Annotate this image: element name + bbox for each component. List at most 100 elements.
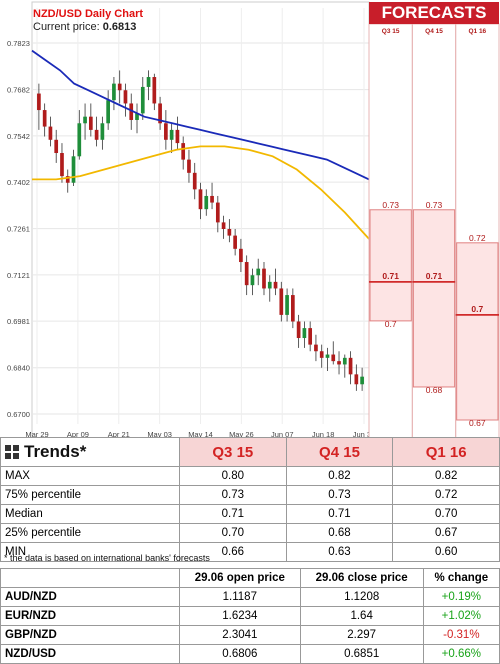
candle-body — [37, 93, 41, 111]
trends-col-q4: Q4 15 — [285, 437, 394, 467]
candle-body — [319, 351, 324, 358]
trends-cell: 0.70 — [179, 523, 287, 543]
forecast-range — [369, 209, 412, 322]
forecast-range — [412, 209, 456, 388]
candle-body — [204, 195, 209, 210]
price-cell-close: 2.297 — [299, 625, 424, 645]
price-chart: 0.7823 0.7682 0.7542 0.7402 0.7261 0.7121 0.69… — [7, 1, 500, 439]
x-tick-label: Jun 30 — [353, 430, 376, 439]
candle-body — [158, 103, 162, 124]
x-tick-label: May 03 — [147, 430, 172, 439]
y-tick-label: 0.6700 — [7, 410, 30, 419]
price-cell-pair: EUR/NZD — [0, 606, 180, 626]
trends-row-label: 25% percentile — [0, 523, 180, 543]
candle-body — [354, 374, 359, 385]
candle-body — [60, 153, 64, 177]
forecast-value-high: 0.73 — [426, 200, 443, 210]
forecast-value-high: 0.72 — [469, 233, 486, 243]
trends-cell: 0.68 — [285, 523, 394, 543]
trends-row: 75% percentile 0.73 0.73 0.72 — [0, 485, 500, 505]
trends-note: * the data is based on international ban… — [4, 553, 210, 563]
candle-body — [152, 77, 157, 104]
candle-body — [262, 268, 266, 289]
trends-row-label: MIN — [0, 542, 180, 562]
candle-body — [54, 139, 59, 154]
current-price: Current price: 0.6813 — [33, 21, 136, 33]
candle-body — [123, 90, 128, 104]
candle-body — [175, 129, 180, 144]
y-tick-label: 0.7823 — [7, 39, 30, 48]
price-row: GBP/NZD 2.3041 2.297 -0.31% — [0, 625, 500, 645]
x-tick-label: Mar 29 — [25, 430, 48, 439]
candle-body — [250, 275, 255, 286]
trends-title: Trends* — [0, 437, 180, 467]
forecast-value-mid: 0.71 — [382, 271, 399, 281]
price-cell-open: 2.3041 — [179, 625, 301, 645]
trends-cell: 0.71 — [285, 504, 394, 524]
trends-col-q3: Q3 15 — [179, 437, 287, 467]
candle-body — [135, 113, 139, 120]
x-tick-label: Jun 07 — [271, 430, 294, 439]
forecast-col-label: Q4 15 — [425, 28, 443, 35]
price-row: AUD/NZD 1.1187 1.1208 +0.19% — [0, 587, 500, 607]
price-cell-open: 1.1187 — [179, 587, 301, 607]
price-cell-close: 1.1208 — [299, 587, 424, 607]
trends-row: Median 0.71 0.71 0.70 — [0, 504, 500, 524]
x-tick-label: Apr 21 — [108, 430, 130, 439]
price-row: EUR/NZD 1.6234 1.64 +1.02% — [0, 606, 500, 626]
candle-body — [164, 123, 168, 140]
candle-body — [71, 156, 76, 183]
price-cell-change: +0.19% — [422, 587, 500, 607]
candle-body — [88, 116, 93, 130]
current-price-label: Current price: — [33, 21, 100, 33]
candle-body — [239, 248, 243, 263]
candle-body — [244, 262, 249, 286]
candle-body — [215, 202, 220, 223]
y-tick-label: 0.7121 — [7, 271, 30, 280]
candle-body — [210, 195, 214, 203]
candle-body — [256, 268, 261, 276]
candle-body — [331, 354, 336, 362]
trends-row: MIN 0.66 0.63 0.60 — [0, 542, 500, 562]
trends-row-label: Median — [0, 504, 180, 524]
candle-body — [296, 321, 301, 339]
candle-body — [233, 235, 237, 249]
forecast-value-high: 0.73 — [382, 200, 399, 210]
price-cell-pair: GBP/NZD — [0, 625, 180, 645]
price-cell-open: 0.6806 — [179, 644, 301, 664]
candle-body — [291, 295, 295, 322]
candle-body — [77, 123, 82, 157]
forecast-value-low: 0.68 — [426, 385, 443, 395]
trends-cell: 0.82 — [285, 466, 394, 486]
trends-cell: 0.80 — [179, 466, 287, 486]
candle-body — [273, 281, 278, 289]
prices-col-close: 29.06 close price — [299, 568, 424, 588]
candle-body — [169, 129, 174, 140]
candle-body — [314, 344, 318, 352]
forecast-value-mid: 0.71 — [426, 271, 443, 281]
forecast-col-label: Q3 15 — [382, 28, 400, 35]
trends-cell: 0.67 — [392, 523, 500, 543]
prices-col-open: 29.06 open price — [179, 568, 301, 588]
candle-body — [140, 86, 145, 114]
price-cell-pair: AUD/NZD — [0, 587, 180, 607]
y-tick-label: 0.7402 — [7, 178, 30, 187]
candle-body — [187, 159, 191, 173]
forecast-header: FORECASTS — [369, 2, 499, 24]
trends-row-label: MAX — [0, 466, 180, 486]
candle-body — [308, 328, 313, 345]
forecast-col-label: Q1 16 — [468, 28, 486, 35]
candle-body — [65, 176, 70, 183]
candle-body — [285, 295, 289, 315]
trends-cell: 0.66 — [179, 542, 287, 562]
chart-title: NZD/USD Daily Chart — [33, 8, 144, 20]
candle-body — [325, 354, 330, 358]
price-cell-close: 0.6851 — [299, 644, 424, 664]
x-tick-label: Apr 09 — [67, 430, 89, 439]
candle-body — [100, 123, 105, 140]
trends-cell: 0.82 — [392, 466, 500, 486]
y-tick-label: 0.7261 — [7, 225, 30, 234]
candle-body — [348, 357, 353, 375]
candle-body — [360, 376, 364, 385]
candle-body — [342, 357, 347, 365]
